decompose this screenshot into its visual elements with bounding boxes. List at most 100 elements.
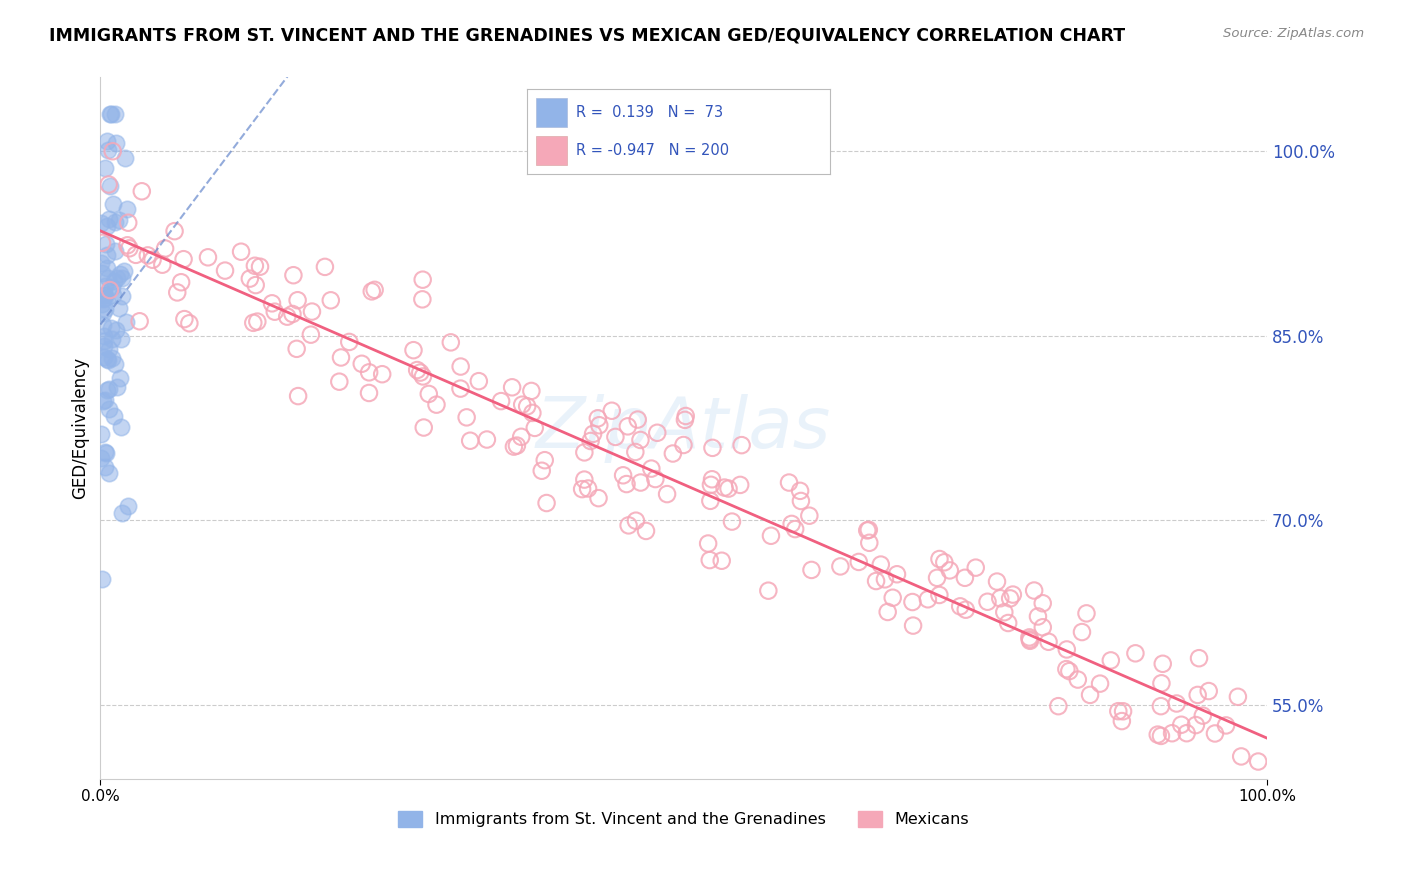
Point [100, 107, 122, 121]
Point [105, 322, 128, 336]
Point [672, 438, 695, 452]
Point [640, 461, 662, 475]
Point [287, 389, 309, 403]
Point [94, 161, 117, 176]
Point [1018, 632, 1040, 647]
Point [998, 591, 1021, 606]
Point [97, 401, 120, 416]
Point [616, 419, 638, 434]
Y-axis label: GED/Equivalency: GED/Equivalency [72, 357, 89, 499]
Point [90, 450, 112, 465]
Point [107, 271, 129, 285]
Point [128, 314, 150, 328]
Point [103, 409, 125, 423]
Point [800, 563, 823, 577]
Point [503, 440, 526, 454]
Point [780, 516, 803, 531]
Point [440, 335, 463, 350]
Point [523, 421, 546, 435]
Point [699, 493, 721, 508]
Point [662, 446, 685, 460]
Point [530, 464, 553, 478]
Point [101, 279, 124, 293]
Point [939, 563, 962, 577]
Point [1076, 607, 1098, 621]
Point [114, 152, 136, 166]
Point [645, 425, 668, 440]
Point [91, 235, 114, 250]
Point [778, 475, 800, 490]
Point [105, 380, 128, 394]
Point [1047, 699, 1070, 714]
Point [94, 288, 117, 302]
Point [98, 212, 121, 227]
Point [710, 554, 733, 568]
Point [1247, 755, 1270, 769]
Point [328, 375, 350, 389]
Point [117, 499, 139, 513]
Point [856, 524, 879, 538]
Point [612, 468, 634, 483]
Point [456, 410, 478, 425]
Point [411, 293, 433, 307]
Point [858, 536, 880, 550]
Point [1191, 708, 1213, 723]
Point [97, 270, 120, 285]
Point [285, 342, 308, 356]
Point [713, 481, 735, 495]
Point [166, 285, 188, 300]
Point [350, 357, 373, 371]
Point [1175, 726, 1198, 740]
Point [1099, 653, 1122, 667]
Point [1150, 699, 1173, 714]
Point [1198, 684, 1220, 698]
Point [1019, 633, 1042, 648]
Point [101, 351, 124, 365]
Point [229, 244, 252, 259]
Point [96, 352, 118, 367]
Point [1230, 749, 1253, 764]
Point [489, 394, 512, 409]
Point [901, 595, 924, 609]
Point [97, 353, 120, 368]
Point [90, 216, 112, 230]
Point [955, 603, 977, 617]
Point [1150, 676, 1173, 690]
Point [586, 411, 609, 425]
Point [1071, 625, 1094, 640]
Point [90, 297, 112, 311]
Point [90, 426, 112, 441]
Point [1054, 662, 1077, 676]
Point [988, 591, 1011, 606]
Point [96, 383, 118, 397]
Bar [536, 98, 567, 128]
Point [93, 301, 115, 316]
Point [101, 196, 124, 211]
Text: Source: ZipAtlas.com: Source: ZipAtlas.com [1223, 27, 1364, 40]
Point [96, 219, 118, 234]
Point [917, 592, 939, 607]
Point [574, 445, 596, 459]
Point [104, 215, 127, 229]
Point [91, 318, 114, 332]
Point [243, 259, 266, 273]
Point [150, 258, 173, 272]
Point [104, 107, 127, 121]
Point [91, 306, 114, 320]
Point [901, 618, 924, 632]
Point [91, 292, 114, 306]
Point [730, 438, 752, 452]
Point [1188, 651, 1211, 665]
Point [96, 248, 118, 262]
Point [197, 250, 219, 264]
Point [673, 413, 696, 427]
Point [330, 351, 353, 365]
Point [953, 571, 976, 585]
Point [848, 555, 870, 569]
Point [934, 555, 956, 569]
Point [869, 558, 891, 572]
Point [1024, 583, 1046, 598]
Point [263, 304, 285, 318]
Point [1026, 609, 1049, 624]
Point [93, 460, 115, 475]
